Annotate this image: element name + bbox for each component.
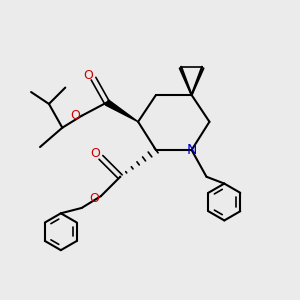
Text: O: O: [70, 109, 80, 122]
Text: O: O: [83, 69, 93, 82]
Polygon shape: [105, 100, 138, 122]
Text: O: O: [89, 192, 99, 205]
Text: O: O: [91, 147, 100, 161]
Text: N: N: [186, 143, 197, 157]
